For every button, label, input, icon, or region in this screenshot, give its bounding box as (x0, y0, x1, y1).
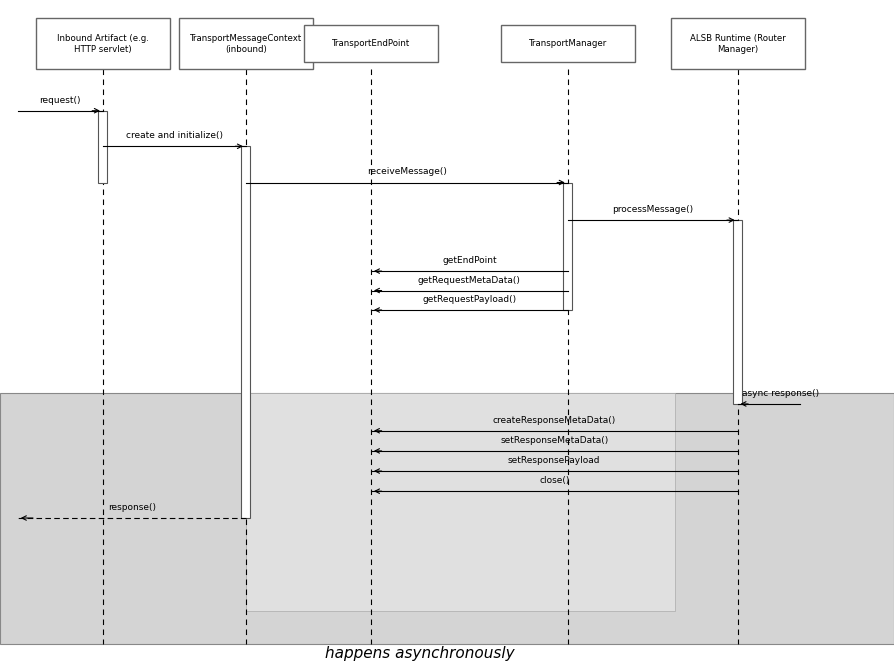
Text: ALSB Runtime (Router
Manager): ALSB Runtime (Router Manager) (689, 34, 786, 54)
Text: setResponsePayload: setResponsePayload (508, 456, 601, 465)
Bar (0, 393, 894, 644)
Text: getRequestPayload(): getRequestPayload() (422, 295, 517, 304)
Text: response(): response() (108, 503, 156, 512)
Bar (501, 25, 635, 62)
Text: getRequestMetaData(): getRequestMetaData() (417, 276, 521, 285)
Text: createResponseMetaData(): createResponseMetaData() (493, 416, 616, 425)
Bar (98, 111, 107, 183)
Bar (563, 183, 572, 310)
Text: TransportEndPoint: TransportEndPoint (332, 39, 410, 48)
Text: close(): close() (539, 476, 569, 485)
Text: TransportMessageContext
(inbound): TransportMessageContext (inbound) (190, 34, 302, 54)
Text: getEndPoint: getEndPoint (442, 256, 497, 265)
Bar (670, 18, 805, 68)
Text: receiveMessage(): receiveMessage() (367, 168, 447, 176)
Text: TransportManager: TransportManager (528, 39, 607, 48)
Bar (241, 146, 250, 518)
Text: Inbound Artifact (e.g.
HTTP servlet): Inbound Artifact (e.g. HTTP servlet) (57, 34, 148, 54)
Text: request(): request() (39, 96, 81, 105)
Text: async response(): async response() (742, 389, 819, 398)
Bar (304, 25, 438, 62)
Text: setResponseMetaData(): setResponseMetaData() (500, 436, 609, 445)
Bar (246, 393, 675, 611)
Bar (733, 220, 742, 404)
Text: processMessage(): processMessage() (612, 205, 693, 214)
Text: create and initialize(): create and initialize() (126, 132, 223, 140)
Bar (179, 18, 313, 68)
Bar (36, 18, 170, 68)
Text: happens asynchronously: happens asynchronously (325, 646, 515, 661)
